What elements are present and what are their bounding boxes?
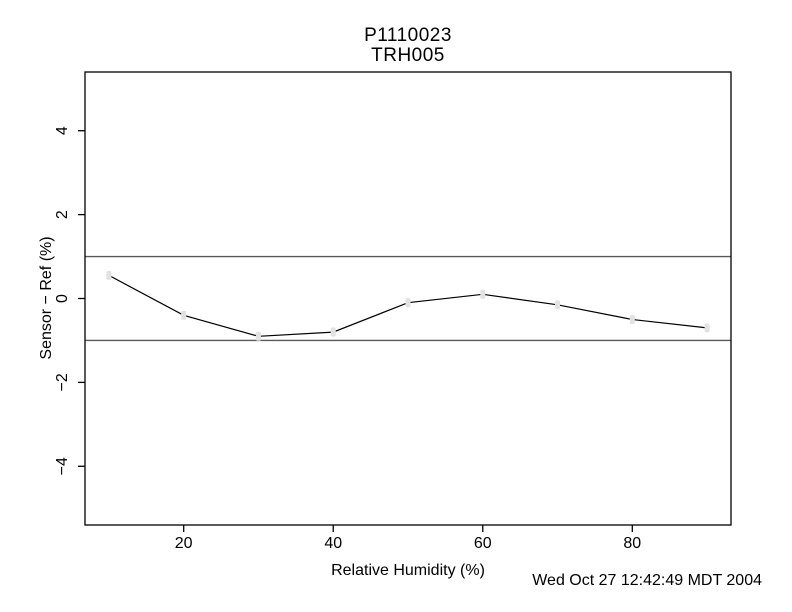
data-point-marker [405, 298, 411, 308]
data-point-marker [106, 270, 112, 280]
x-axis-label: Relative Humidity (%) [331, 562, 485, 579]
y-tick-label: 4 [54, 126, 71, 135]
chart-title-block: P1110023 TRH005 [85, 26, 731, 66]
y-tick-label: 0 [54, 294, 71, 303]
data-point-marker [330, 327, 336, 337]
y-tick-label: −4 [54, 457, 71, 475]
y-tick-label: −2 [54, 373, 71, 391]
data-point-marker [704, 323, 710, 333]
chart-subtitle: TRH005 [371, 45, 445, 66]
x-tick-label: 80 [623, 535, 641, 552]
data-point-marker [629, 314, 635, 324]
x-tick-label: 20 [175, 535, 193, 552]
chart-title: P1110023 [364, 25, 452, 46]
data-point-marker [255, 331, 261, 341]
data-point-marker [555, 300, 561, 310]
data-point-marker [181, 310, 187, 320]
x-tick-label: 40 [324, 535, 342, 552]
data-point-marker [480, 289, 486, 299]
y-tick-label: 2 [54, 210, 71, 219]
timestamp: Wed Oct 27 12:42:49 MDT 2004 [532, 572, 762, 589]
x-tick-label: 60 [474, 535, 492, 552]
